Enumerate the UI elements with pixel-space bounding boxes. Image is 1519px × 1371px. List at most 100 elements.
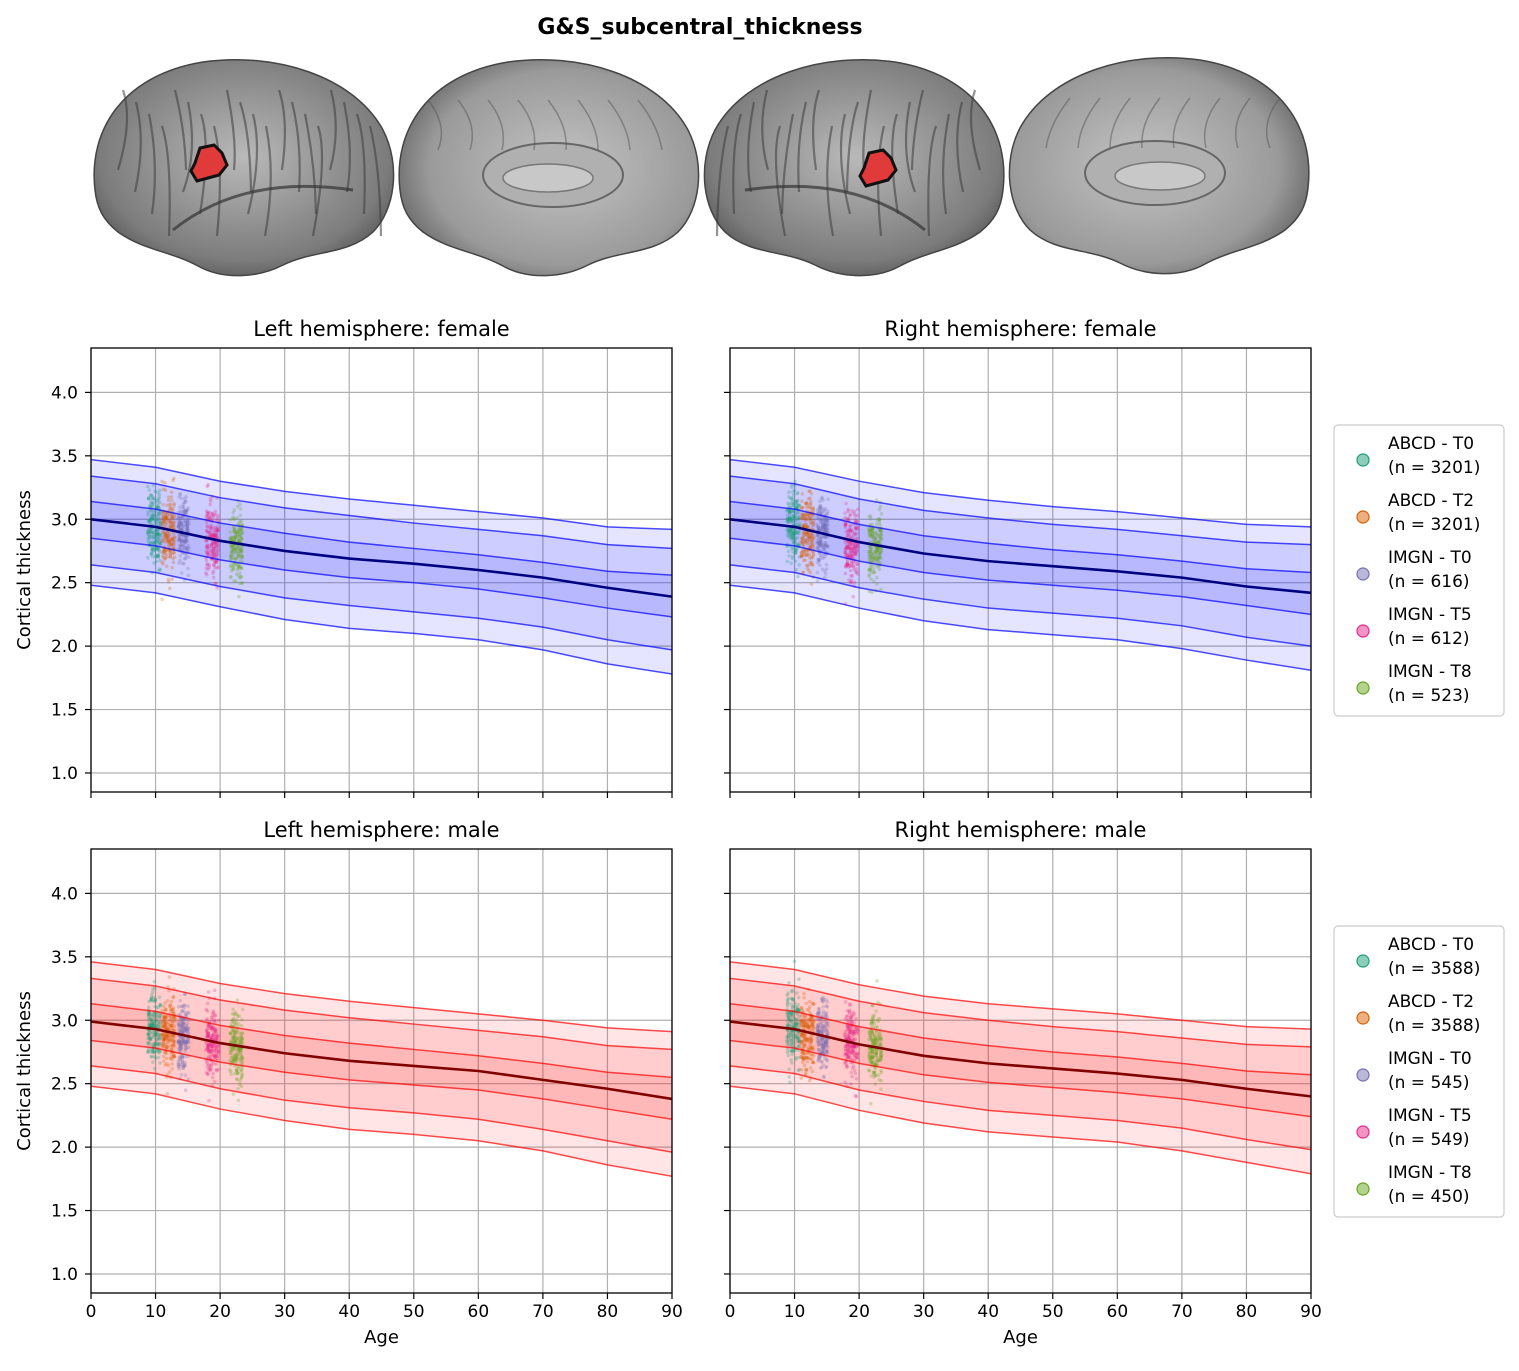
scatter-point — [796, 1022, 801, 1027]
scatter-point — [165, 1034, 170, 1038]
legend-marker — [1356, 453, 1370, 467]
scatter-point — [789, 1058, 793, 1062]
scatter-point — [206, 1024, 211, 1029]
scatter-point — [163, 516, 168, 521]
scatter-point — [785, 1023, 790, 1027]
scatter-point — [216, 527, 220, 532]
scatter-point — [819, 516, 823, 520]
scatter-point — [826, 1045, 830, 1049]
scatter-point — [236, 566, 240, 570]
scatter-point — [815, 579, 820, 583]
scatter-point — [152, 496, 156, 500]
scatter-point — [803, 1042, 808, 1047]
scatter-point — [873, 1070, 877, 1074]
scatter-point — [787, 516, 792, 521]
scatter-point — [818, 1042, 823, 1046]
scatter-point — [877, 517, 882, 522]
scatter-point — [799, 540, 803, 544]
scatter-point — [177, 1045, 182, 1049]
scatter-point — [228, 1031, 233, 1036]
scatter-point — [797, 503, 801, 507]
scatter-point — [825, 1048, 829, 1053]
scatter-point — [167, 1033, 171, 1037]
scatter-point — [232, 557, 237, 561]
scatter-point — [868, 568, 873, 573]
scatter-point — [823, 528, 827, 533]
scatter-point — [240, 555, 245, 560]
scatter-point — [799, 1039, 804, 1044]
scatter-point — [824, 1039, 829, 1044]
scatter-point — [785, 1039, 789, 1044]
scatter-point — [878, 550, 882, 555]
scatter-point — [785, 1023, 790, 1027]
scatter-point — [785, 559, 790, 564]
scatter-point — [797, 1039, 802, 1043]
scatter-point — [239, 551, 243, 556]
scatter-point — [811, 1060, 816, 1065]
scatter-point — [815, 539, 820, 543]
scatter-point — [817, 541, 822, 546]
scatter-point — [233, 1059, 238, 1064]
x-axis-label: Age — [1003, 1327, 1038, 1348]
scatter-point — [168, 1018, 172, 1023]
scatter-point — [822, 555, 827, 559]
scatter-point — [824, 997, 828, 1002]
legend-label: ABCD - T0 — [1388, 935, 1474, 955]
scatter-point — [794, 1035, 798, 1039]
scatter-point — [815, 1029, 820, 1033]
scatter-point — [183, 497, 187, 501]
scatter-point — [797, 1014, 802, 1019]
scatter-point — [870, 590, 874, 595]
scatter-point — [824, 1064, 829, 1069]
scatter-point — [805, 1067, 809, 1072]
scatter-point — [821, 1011, 825, 1016]
scatter-point — [870, 522, 875, 527]
scatter-point — [802, 1024, 807, 1028]
scatter-point — [868, 548, 873, 553]
scatter-point — [807, 568, 811, 573]
scatter-point — [238, 1033, 243, 1038]
scatter-point — [794, 499, 799, 504]
scatter-point — [168, 505, 172, 510]
scatter-point — [846, 531, 851, 536]
scatter-point — [177, 522, 182, 527]
scatter-point — [157, 1042, 162, 1046]
scatter-point — [801, 505, 805, 510]
scatter-point — [163, 1025, 168, 1029]
scatter-point — [165, 1033, 169, 1037]
scatter-point — [797, 1039, 802, 1043]
scatter-point — [791, 540, 796, 544]
scatter-point — [843, 1049, 848, 1053]
scatter-point — [847, 1024, 852, 1029]
scatter-point — [812, 535, 816, 539]
scatter-point — [178, 1017, 183, 1022]
scatter-point — [231, 552, 236, 557]
scatter-point — [789, 1039, 794, 1043]
scatter-point — [807, 489, 811, 494]
scatter-point — [182, 1003, 186, 1008]
scatter-point — [205, 528, 209, 533]
scatter-point — [160, 539, 165, 543]
centile-line — [730, 1039, 1311, 1118]
scatter-point — [165, 1036, 169, 1040]
scatter-point — [216, 1048, 221, 1053]
scatter-point — [230, 1059, 235, 1064]
scatter-point — [154, 1014, 159, 1019]
scatter-point — [794, 1023, 799, 1028]
scatter-point — [873, 555, 878, 560]
scatter-point — [214, 1034, 219, 1039]
scatter-point — [236, 573, 240, 578]
median-line — [91, 1020, 672, 1101]
scatter-point — [149, 1012, 153, 1017]
scatter-point — [855, 544, 859, 549]
legend-marker — [1356, 1068, 1370, 1082]
scatter-point — [150, 546, 155, 550]
scatter-point — [239, 574, 243, 579]
y-axis-label: Cortical thickness — [14, 490, 35, 650]
scatter-point — [153, 1042, 158, 1046]
scatter-point — [808, 1027, 812, 1032]
scatter-point — [153, 498, 158, 503]
scatter-point — [182, 1026, 187, 1030]
scatter-point — [871, 531, 876, 536]
scatter-point — [816, 560, 820, 565]
